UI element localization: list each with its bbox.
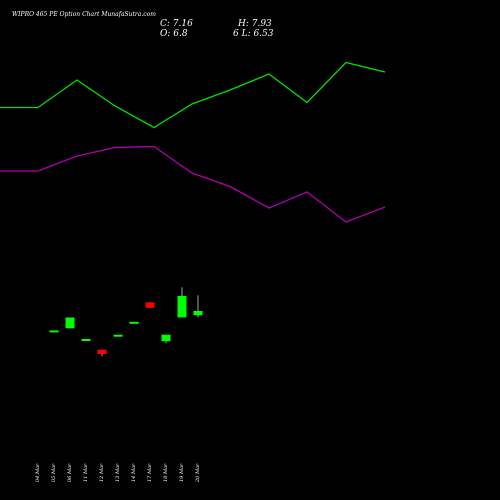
x-tick-label: 13 Mar	[115, 463, 121, 482]
candle-body	[161, 334, 171, 342]
close-value: C: 7.16	[160, 19, 193, 29]
x-tick-label: 20 Mar	[195, 463, 201, 483]
candle-10	[193, 295, 203, 318]
candle-4	[97, 349, 107, 357]
candle-body	[193, 311, 203, 316]
candle-body	[81, 339, 91, 341]
x-tick-label: 04 Mar	[35, 463, 41, 482]
x-tick-label: 17 Mar	[147, 463, 153, 482]
open-value: O: 6.8	[160, 29, 188, 39]
indicator-line-1	[0, 61, 386, 129]
x-tick-label: 12 Mar	[99, 463, 105, 482]
candle-5	[113, 334, 123, 337]
x-tick-label: 18 Mar	[163, 463, 169, 482]
candle-7	[145, 302, 155, 308]
x-tick-label: 06 Mar	[67, 463, 73, 482]
candle-body	[177, 295, 187, 318]
candle-body	[145, 302, 155, 308]
candle-6	[129, 321, 139, 324]
candle-body	[65, 317, 75, 329]
candle-body	[113, 334, 123, 337]
x-tick-label: 05 Mar	[51, 463, 57, 482]
x-tick-label: 14 Mar	[131, 463, 137, 482]
candle-3	[81, 339, 91, 341]
low-value: 6 L: 6.53	[233, 29, 274, 39]
candle-body	[129, 321, 139, 324]
candle-8	[161, 334, 171, 344]
candle-9	[177, 287, 187, 318]
candle-2	[65, 317, 75, 329]
x-tick-label: 11 Mar	[83, 463, 89, 482]
candle-body	[49, 330, 59, 333]
x-tick-label: 19 Mar	[179, 463, 185, 482]
candle-1	[49, 330, 59, 333]
chart-title: WIPRO 465 PE Option Chart MunafaSutra.co…	[12, 11, 156, 18]
high-value: H: 7.93	[237, 19, 272, 29]
indicator-line-2	[0, 145, 386, 223]
candle-body	[97, 349, 107, 354]
x-axis-ticks: 04 Mar 05 Mar 06 Mar 11 Mar 12 Mar 13 Mar 14 M…	[35, 463, 201, 483]
indicator-lines	[0, 61, 386, 223]
candles	[49, 287, 203, 357]
